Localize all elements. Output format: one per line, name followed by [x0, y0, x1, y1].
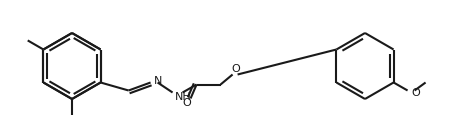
Text: O: O	[231, 64, 240, 75]
Text: O: O	[412, 88, 420, 97]
Text: NH: NH	[175, 91, 192, 102]
Text: N: N	[154, 77, 162, 86]
Text: O: O	[182, 99, 191, 108]
